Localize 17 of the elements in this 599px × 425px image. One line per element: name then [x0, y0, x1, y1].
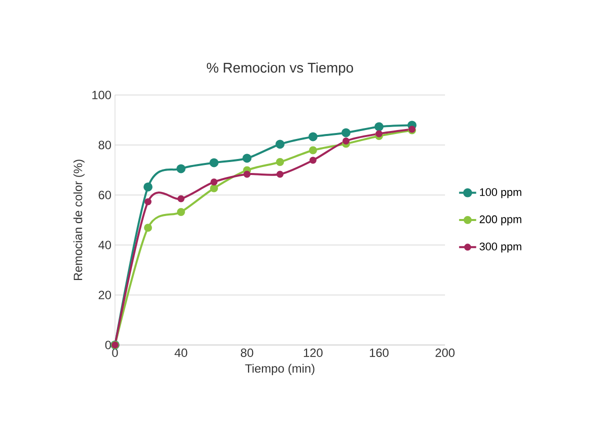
- x-axis-title: Tiempo (min): [245, 364, 314, 376]
- legend-label: 200 ppm: [480, 215, 522, 226]
- legend-label: 300 ppm: [480, 242, 522, 253]
- legend-label: 100 ppm: [480, 188, 522, 198]
- y-tick-label: 80: [98, 140, 112, 150]
- x-tick-label: 200: [436, 348, 455, 358]
- y-tick-label: 20: [98, 290, 112, 300]
- y-axis-title: Remocian de color (%): [73, 160, 85, 280]
- y-tick-label: 40: [98, 240, 112, 250]
- chart-title: % Remocion vs Tiempo: [206, 62, 354, 76]
- y-tick-label: 0: [105, 340, 112, 350]
- x-tick-label: 120: [304, 348, 323, 358]
- x-tick-label: 80: [240, 348, 254, 358]
- y-tick-label: 100: [92, 90, 112, 100]
- y-tick-label: 60: [98, 190, 112, 200]
- x-tick-label: 40: [174, 348, 188, 358]
- x-tick-label: 160: [370, 348, 389, 358]
